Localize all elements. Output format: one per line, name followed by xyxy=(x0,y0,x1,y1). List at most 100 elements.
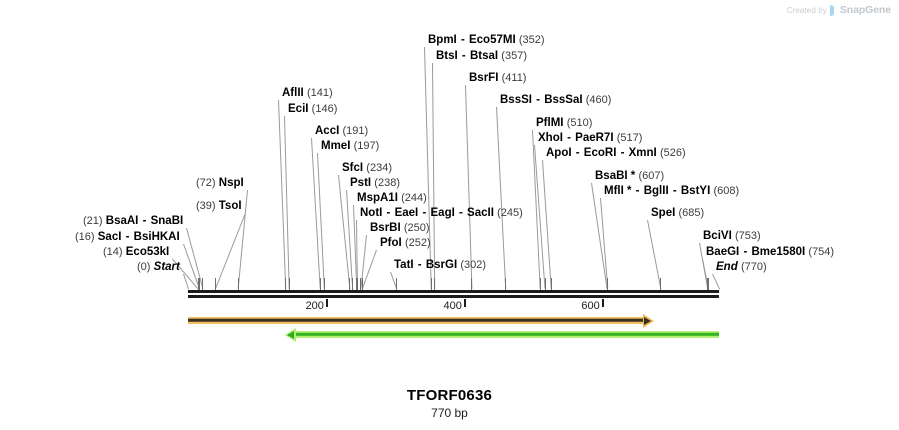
site-position-label: (39) xyxy=(196,200,216,212)
enzyme-site-label-bsssi-bsssai[interactable]: BssSI - BssSaI (460) xyxy=(500,94,611,107)
enzyme-name: Bme1580I xyxy=(751,246,806,258)
restriction-site-tick xyxy=(606,278,608,290)
enzyme-site-label-mfli-bglii-bstyi[interactable]: MflI * - BglII - BstYI (608) xyxy=(604,185,739,198)
enzyme-name: SfcI xyxy=(342,162,364,174)
site-position-label: (517) xyxy=(616,132,643,144)
site-position-label: (0) xyxy=(137,261,151,273)
restriction-site-tick xyxy=(356,278,358,290)
enzyme-separator: - xyxy=(669,185,680,197)
green-feature-arrow-head-inner xyxy=(286,330,294,339)
ruler-bar-lower xyxy=(188,295,719,298)
enzyme-site-label-bsaai-snabi[interactable]: (21) BsaAI - SnaBI xyxy=(83,215,183,228)
enzyme-site-label-bsabi[interactable]: BsaBI * (607) xyxy=(595,170,664,183)
enzyme-site-label-bsrfi[interactable]: BsrFI (411) xyxy=(469,72,526,85)
enzyme-name: BssSaI xyxy=(544,94,583,106)
enzyme-name: Start xyxy=(153,261,180,273)
enzyme-name: BpmI xyxy=(428,34,457,46)
site-position-label: (16) xyxy=(75,231,95,243)
restriction-site-tick xyxy=(660,278,662,290)
enzyme-separator: - xyxy=(740,246,751,258)
site-position-label: (460) xyxy=(585,94,612,106)
enzyme-separator: - xyxy=(563,132,575,144)
title-block: TFORF0636 770 bp xyxy=(0,387,899,420)
enzyme-separator: - xyxy=(419,207,430,219)
enzyme-separator: - xyxy=(139,215,150,227)
enzyme-name: MflI xyxy=(604,185,624,197)
star-activity-marker: * xyxy=(623,185,632,197)
enzyme-site-label-saci-bsihkai[interactable]: (16) SacI - BsiHKAI xyxy=(75,231,180,244)
enzyme-name: MspA1I xyxy=(357,192,398,204)
site-position-label: (244) xyxy=(401,192,427,204)
enzyme-separator: - xyxy=(532,94,544,106)
enzyme-name: SacI xyxy=(97,231,122,243)
enzyme-name: AccI xyxy=(315,125,340,137)
site-position-label: (191) xyxy=(342,125,369,137)
enzyme-site-label-baegi-bme1580i[interactable]: BaeGI - Bme1580I (754) xyxy=(706,246,834,259)
enzyme-separator: - xyxy=(458,50,469,62)
sequence-name: TFORF0636 xyxy=(406,387,493,404)
enzyme-site-label-mspa1i[interactable]: MspA1I (244) xyxy=(357,192,427,205)
enzyme-site-label-mmei[interactable]: MmeI (197) xyxy=(321,140,379,153)
enzyme-name: BstYI xyxy=(680,185,711,197)
enzyme-site-label-aflii[interactable]: AflII (141) xyxy=(282,87,333,100)
enzyme-site-label-eco53ki[interactable]: (14) Eco53kI xyxy=(103,246,169,259)
enzyme-separator: - xyxy=(617,147,628,159)
enzyme-name: BciVI xyxy=(703,230,732,242)
enzyme-site-label-bpmi-eco57mi[interactable]: BpmI - Eco57MI (352) xyxy=(428,34,545,47)
enzyme-name: NotI xyxy=(360,207,383,219)
restriction-site-tick xyxy=(352,278,354,290)
enzyme-name: BsrFI xyxy=(469,72,499,84)
green-feature-arrow-shaft[interactable] xyxy=(293,331,719,338)
enzyme-site-label-psti[interactable]: PstI (238) xyxy=(350,177,400,190)
enzyme-name: ApoI xyxy=(546,147,572,159)
enzyme-site-label-spei[interactable]: SpeI (685) xyxy=(651,207,704,220)
site-position-label: (510) xyxy=(566,117,593,129)
enzyme-separator: - xyxy=(122,231,133,243)
enzyme-site-label-start[interactable]: (0) Start xyxy=(137,261,180,274)
enzyme-name: BsaAI xyxy=(105,215,139,227)
enzyme-site-label-pflmi[interactable]: PflMI (510) xyxy=(536,117,592,130)
enzyme-site-label-tsoi[interactable]: (39) TsoI xyxy=(196,200,242,213)
enzyme-name: EcoRI xyxy=(583,147,617,159)
enzyme-site-label-sfci[interactable]: SfcI (234) xyxy=(342,162,392,175)
enzyme-site-label-end[interactable]: End (770) xyxy=(716,261,767,274)
enzyme-name: XmnI xyxy=(628,147,657,159)
enzyme-site-label-xhoi-paer7i[interactable]: XhoI - PaeR7I (517) xyxy=(538,132,642,145)
enzyme-name: EaeI xyxy=(394,207,419,219)
enzyme-site-label-bcivi[interactable]: BciVI (753) xyxy=(703,230,761,243)
enzyme-site-label-noti-eaei-eagi-sacii[interactable]: NotI - EaeI - EagI - SacII (245) xyxy=(360,207,523,220)
sequence-length: 770 bp xyxy=(431,406,468,420)
enzyme-name: BglII xyxy=(643,185,669,197)
enzyme-site-label-nspi[interactable]: (72) NspI xyxy=(196,177,244,190)
enzyme-name: SpeI xyxy=(651,207,676,219)
restriction-site-tick xyxy=(539,278,541,290)
site-position-label: (352) xyxy=(518,34,545,46)
watermark-brand-text: SnapGene xyxy=(839,4,891,16)
site-position-label: (302) xyxy=(460,259,487,271)
restriction-site-tick xyxy=(288,278,290,290)
enzyme-name: Eco57MI xyxy=(468,34,516,46)
restriction-site-tick xyxy=(285,278,287,290)
enzyme-site-label-acci[interactable]: AccI (191) xyxy=(315,125,368,138)
scale-tick xyxy=(601,299,604,307)
scale-tick-label: 200 xyxy=(305,300,324,312)
enzyme-site-label-btsi-btsai[interactable]: BtsI - BtsaI (357) xyxy=(436,50,527,63)
enzyme-site-label-ecii[interactable]: EciI (146) xyxy=(288,103,337,116)
site-position-label: (770) xyxy=(740,261,767,273)
restriction-site-tick xyxy=(471,278,473,290)
restriction-site-tick xyxy=(430,278,432,290)
site-position-label: (245) xyxy=(497,207,523,219)
enzyme-site-label-tati-bsrgi[interactable]: TatI - BsrGI (302) xyxy=(394,259,486,272)
enzyme-site-label-pfoi[interactable]: PfoI (252) xyxy=(380,237,431,250)
enzyme-name: End xyxy=(716,261,738,273)
enzyme-site-label-apoi-ecori-xmni[interactable]: ApoI - EcoRI - XmnI (526) xyxy=(546,147,686,160)
restriction-site-tick xyxy=(319,278,321,290)
orange-feature-arrow-head-inner xyxy=(644,316,652,325)
orange-feature-arrow-shaft[interactable] xyxy=(188,317,644,324)
site-position-label: (21) xyxy=(83,215,103,227)
enzyme-site-label-bsrbi[interactable]: BsrBI (250) xyxy=(370,222,430,235)
enzyme-name: BtsI xyxy=(436,50,458,62)
site-position-label: (754) xyxy=(808,246,835,258)
leader-line xyxy=(647,219,662,290)
enzyme-separator: - xyxy=(572,147,583,159)
